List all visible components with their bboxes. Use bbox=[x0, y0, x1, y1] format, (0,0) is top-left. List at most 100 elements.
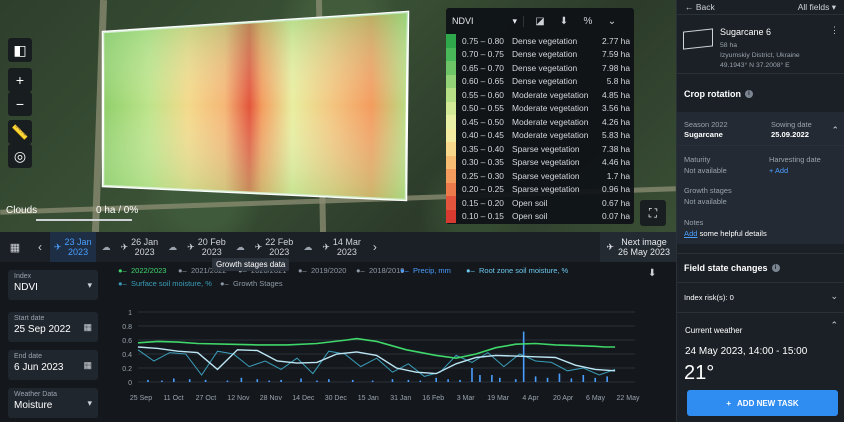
weather-data-dropdown[interactable]: Weather Data Moisture ▾ bbox=[8, 388, 98, 418]
fullscreen-button[interactable]: ⛶ bbox=[640, 200, 666, 226]
timeline-year: 2023 bbox=[68, 247, 89, 257]
map-view[interactable]: ◧ + − 📏 ◎ Clouds 0 ha / 0% ⛶ NDVI ▾ ◪ ⬇ … bbox=[0, 0, 676, 232]
all-fields-button[interactable]: All fields ▾ bbox=[797, 1, 836, 12]
precip-bar bbox=[491, 375, 493, 382]
precip-bar bbox=[147, 379, 149, 382]
calendar-icon: ▦ bbox=[83, 360, 92, 370]
prev-arrow-icon[interactable]: ‹ bbox=[38, 240, 42, 254]
precip-bar bbox=[300, 378, 302, 382]
chevron-up-icon[interactable]: ⌃ bbox=[831, 125, 839, 135]
precip-bar bbox=[204, 379, 207, 382]
chart-legend-bullet: ●– bbox=[220, 279, 230, 288]
index-dropdown[interactable]: Index NDVI ▾ bbox=[8, 270, 98, 300]
compare-icon[interactable]: ◪ bbox=[535, 15, 545, 27]
legend-row: 0.20 – 0.25 Sparse vegetation 0.96 ha bbox=[446, 182, 634, 196]
info-icon[interactable]: i bbox=[771, 264, 780, 272]
legend-row: 0.35 – 0.40 Sparse vegetation 7.38 ha bbox=[446, 142, 634, 156]
y-tick-label: 0.2 bbox=[122, 366, 132, 373]
x-tick-label: 12 Nov bbox=[227, 395, 250, 402]
legend-swatch bbox=[446, 155, 456, 169]
precip-bar bbox=[570, 378, 573, 382]
growth-stages-value: Not available bbox=[684, 197, 727, 206]
plus-icon: + bbox=[15, 72, 25, 88]
legend-range: 0.40 – 0.45 bbox=[462, 130, 504, 141]
plus-icon: + bbox=[726, 398, 732, 408]
index-select[interactable]: NDVI ▾ bbox=[452, 15, 524, 27]
zoom-out-button[interactable]: − bbox=[8, 92, 32, 116]
caret-down-icon: ▾ bbox=[512, 15, 517, 26]
back-button[interactable]: ← Back bbox=[685, 2, 715, 12]
legend-area: 1.7 ha bbox=[606, 170, 630, 181]
ndvi-legend: NDVI ▾ ◪ ⬇ % ⌄ 0.75 – 0.80 Dense vegetati… bbox=[446, 8, 634, 224]
field-ndvi-overlay[interactable] bbox=[0, 0, 676, 232]
legend-class: Open soil bbox=[512, 197, 548, 208]
calendar-icon[interactable]: ▦ bbox=[9, 241, 21, 254]
x-tick-label: 22 May bbox=[617, 395, 640, 402]
field-card[interactable]: Sugarcane 6 58 ha Izyumskiy District, Uk… bbox=[677, 14, 844, 74]
clouds-slider[interactable] bbox=[36, 219, 132, 221]
precip-bar bbox=[459, 379, 461, 382]
percent-icon[interactable]: % bbox=[583, 15, 593, 27]
precip-bar bbox=[479, 375, 481, 382]
harvest-add-link[interactable]: + Add bbox=[769, 166, 789, 175]
locate-button[interactable]: ◎ bbox=[8, 144, 32, 168]
chart-legend-bullet: ●– bbox=[298, 266, 308, 275]
legend-row: 0.25 – 0.30 Sparse vegetation 1.7 ha bbox=[446, 169, 634, 183]
start-date-field[interactable]: Start date 25 Sep 2022 ▦ bbox=[8, 312, 98, 342]
end-date-field[interactable]: End date 6 Jun 2023 ▦ bbox=[8, 350, 98, 380]
legend-area: 0.96 ha bbox=[602, 184, 630, 195]
next-image-button[interactable]: ✈ Next image 26 May 2023 bbox=[600, 232, 676, 262]
notes-add-link[interactable]: Add bbox=[684, 229, 698, 238]
back-label: Back bbox=[695, 2, 715, 12]
info-icon[interactable]: i bbox=[745, 90, 753, 98]
legend-class: Dense vegetation bbox=[512, 35, 578, 46]
ndvi-chart[interactable]: ●–2022/2023●–2021/2022●–2020/2021●–2019/… bbox=[110, 264, 670, 418]
sowing-value: 25.09.2022 bbox=[771, 130, 810, 139]
zoom-in-button[interactable]: + bbox=[8, 68, 32, 92]
chevron-down-icon[interactable]: ⌄ bbox=[830, 291, 838, 301]
more-icon[interactable]: ⋮ bbox=[830, 25, 839, 35]
timeline-date[interactable]: ✈ 20 Feb 2023 bbox=[183, 232, 230, 262]
chevron-up-icon[interactable]: ⌃ bbox=[830, 320, 838, 330]
chart-legend-bullet: ●– bbox=[356, 266, 366, 275]
y-tick-label: 1 bbox=[128, 310, 132, 317]
crop-rotation-title: Crop rotation i bbox=[684, 89, 753, 99]
precip-bar bbox=[582, 375, 585, 382]
legend-class: Dense vegetation bbox=[512, 76, 578, 87]
ruler-button[interactable]: 📏 bbox=[8, 120, 32, 144]
legend-swatch bbox=[446, 169, 456, 183]
legend-range: 0.10 – 0.15 bbox=[462, 211, 504, 222]
precip-bar bbox=[172, 378, 175, 382]
legend-swatch bbox=[446, 34, 456, 48]
x-tick-label: 19 Mar bbox=[487, 395, 509, 402]
caret-down-icon: ▾ bbox=[87, 398, 92, 408]
download-icon[interactable]: ⬇ bbox=[559, 15, 569, 27]
legend-range: 0.60 – 0.65 bbox=[462, 76, 504, 87]
precip-bar bbox=[534, 376, 537, 382]
add-new-task-button[interactable]: + ADD NEW TASK bbox=[687, 390, 838, 416]
end-date-label: End date bbox=[14, 353, 43, 360]
precip-bar bbox=[226, 380, 229, 382]
x-tick-label: 27 Oct bbox=[196, 395, 217, 402]
timeline-date[interactable]: ✈ 14 Mar 2023 bbox=[318, 232, 365, 262]
timeline-date[interactable]: ✈ 23 Jan 2023 bbox=[50, 232, 96, 262]
crop-rotation-card[interactable]: Season 2022 Sugarcane Sowing date 25.09.… bbox=[677, 112, 844, 244]
next-arrow-icon[interactable]: › bbox=[372, 240, 377, 254]
x-tick-label: 30 Dec bbox=[325, 395, 348, 402]
chart-legend-item: Root zone soil moisture, % bbox=[479, 266, 569, 275]
timeline-year: 2023 bbox=[269, 247, 290, 257]
x-tick-label: 14 Dec bbox=[292, 395, 315, 402]
field-state-title: Field state changes i bbox=[684, 263, 780, 273]
legend-area: 0.67 ha bbox=[602, 197, 630, 208]
precip-bar bbox=[371, 380, 374, 382]
start-date-label: Start date bbox=[14, 315, 45, 322]
legend-range: 0.70 – 0.75 bbox=[462, 49, 504, 60]
timeline-date[interactable]: ✈ 26 Jan 2023 bbox=[117, 232, 163, 262]
x-tick-label: 25 Sep bbox=[130, 395, 152, 402]
field-location: Izyumskiy District, Ukraine bbox=[720, 52, 800, 59]
precip-bar bbox=[351, 379, 354, 382]
timeline-date[interactable]: ✈ 22 Feb 2023 bbox=[251, 232, 298, 262]
collapse-icon[interactable]: ⌄ bbox=[607, 15, 617, 27]
x-tick-label: 3 Mar bbox=[457, 395, 476, 402]
split-view-button[interactable]: ◧ bbox=[8, 38, 32, 62]
